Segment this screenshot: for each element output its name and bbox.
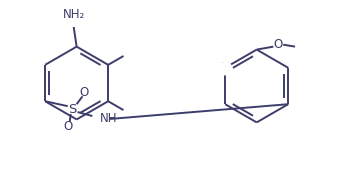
Text: NH: NH [100,113,118,126]
Text: O: O [63,120,72,133]
Text: O: O [80,86,89,99]
Text: NH₂: NH₂ [62,8,85,21]
Text: O: O [274,38,283,51]
Text: S: S [68,103,77,116]
Text: N: N [221,61,229,74]
